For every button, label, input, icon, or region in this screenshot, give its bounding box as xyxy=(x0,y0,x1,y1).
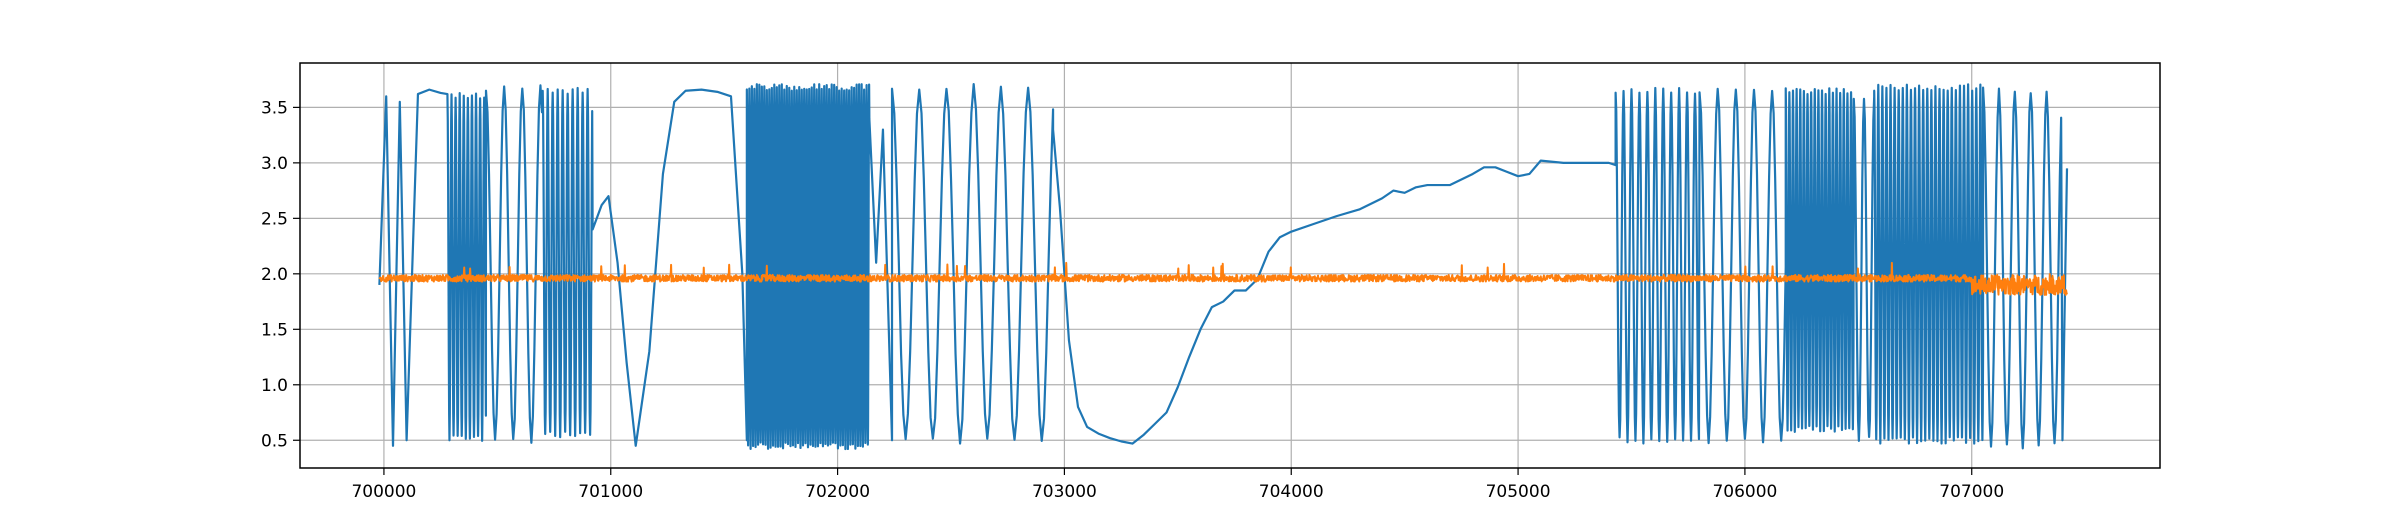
x-tick-label: 706000 xyxy=(1712,482,1777,502)
y-tick-label: 2.5 xyxy=(261,209,288,229)
y-tick-label: 1.0 xyxy=(261,376,288,396)
x-tick-label: 707000 xyxy=(1939,482,2004,502)
x-tick-label: 702000 xyxy=(805,482,870,502)
data-series xyxy=(378,83,2069,451)
x-tick-label: 701000 xyxy=(578,482,643,502)
x-axis-ticks: 700000 701000 702000 703000 704000 705000 7060… xyxy=(351,468,2004,502)
series-2-line xyxy=(378,261,2068,296)
y-axis-ticks: 0.5 1.0 1.5 2.0 2.5 3.0 3.5 xyxy=(261,98,300,451)
series-1-line xyxy=(378,83,2069,451)
y-tick-label: 2.0 xyxy=(261,265,288,285)
y-tick-label: 1.5 xyxy=(261,320,288,340)
plot-area-frame xyxy=(299,62,2161,469)
x-tick-label: 700000 xyxy=(351,482,416,502)
y-tick-label: 3.0 xyxy=(261,154,288,174)
x-tick-label: 703000 xyxy=(1032,482,1097,502)
y-tick-label: 0.5 xyxy=(261,431,288,451)
x-tick-label: 705000 xyxy=(1486,482,1551,502)
x-tick-label: 704000 xyxy=(1259,482,1324,502)
y-tick-label: 3.5 xyxy=(261,98,288,118)
